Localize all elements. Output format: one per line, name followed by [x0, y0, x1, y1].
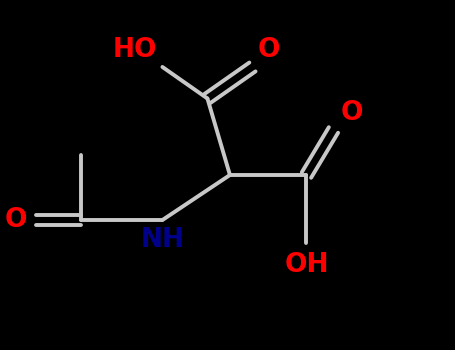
Text: NH: NH	[141, 227, 184, 253]
Text: O: O	[341, 100, 363, 126]
Text: O: O	[5, 207, 27, 233]
Text: OH: OH	[284, 252, 329, 278]
Text: HO: HO	[112, 37, 157, 63]
Text: O: O	[258, 37, 280, 63]
